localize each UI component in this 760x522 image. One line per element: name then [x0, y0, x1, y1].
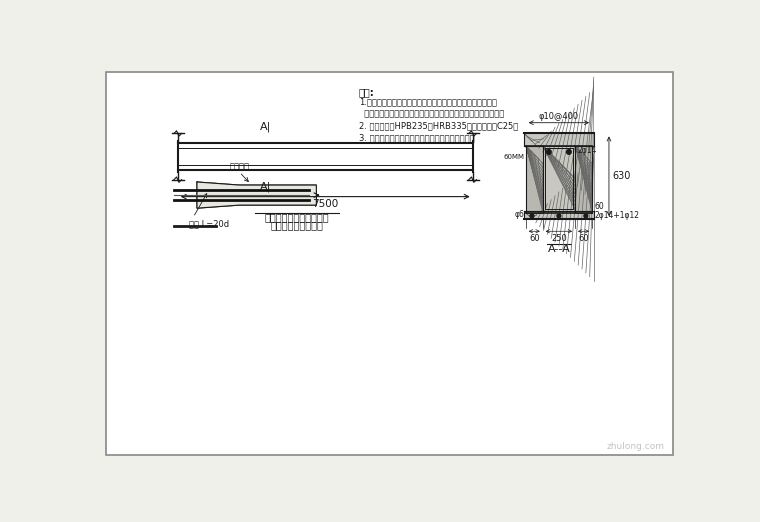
Text: （植筋喷射混凝土）: （植筋喷射混凝土） — [271, 220, 324, 231]
Text: zhulong.com: zhulong.com — [607, 442, 665, 450]
Text: 凿去凝固艾坊平整喷射混凝土境头去凿除局，撑步喷挂页整合。: 凿去凝固艾坊平整喷射混凝土境头去凿除局，撑步喷挂页整合。 — [359, 109, 504, 118]
Text: 某梁增大截面加固示意图: 某梁增大截面加固示意图 — [264, 212, 329, 222]
Text: 3. 施工前应当结合辅弼施工质量和专业业务用说。: 3. 施工前应当结合辅弼施工质量和专业业务用说。 — [359, 133, 474, 143]
Polygon shape — [197, 182, 316, 208]
Text: A|: A| — [261, 122, 271, 132]
Text: 630: 630 — [612, 171, 630, 181]
Text: 1.如于上部梁旁存在先生充允，凿眼清扬，横向灵活贯动筋。: 1.如于上部梁旁存在先生充允，凿眼清扬，横向灵活贯动筋。 — [359, 97, 496, 106]
Circle shape — [584, 214, 587, 218]
Text: 锚筋 L=20d: 锚筋 L=20d — [189, 219, 230, 228]
Circle shape — [557, 214, 561, 218]
Text: 人工凿毛: 人工凿毛 — [230, 162, 249, 171]
Text: φ10@400: φ10@400 — [539, 112, 579, 121]
Text: 2φ14+1φ12: 2φ14+1φ12 — [594, 211, 639, 220]
Circle shape — [530, 214, 534, 218]
Bar — [543, 146, 575, 211]
Text: φ6: φ6 — [515, 210, 524, 219]
Circle shape — [546, 150, 551, 155]
Text: A|: A| — [261, 181, 271, 192]
Circle shape — [567, 150, 572, 155]
Bar — [526, 146, 543, 213]
Text: 60: 60 — [529, 233, 540, 243]
Text: 2φ14: 2φ14 — [578, 146, 597, 155]
Text: 60: 60 — [594, 202, 604, 211]
Text: 7500: 7500 — [312, 199, 338, 209]
Text: 说明:: 说明: — [359, 87, 375, 97]
Text: 60MM: 60MM — [503, 155, 524, 160]
Text: 2. 材料：钢筋HPB235或HRB335，混凝土等级C25。: 2. 材料：钢筋HPB235或HRB335，混凝土等级C25。 — [359, 121, 518, 130]
Bar — [575, 146, 592, 213]
Text: 60: 60 — [578, 233, 589, 243]
Text: 250: 250 — [551, 233, 567, 243]
Bar — [524, 134, 594, 146]
Bar — [524, 211, 594, 219]
Text: A--A: A--A — [547, 244, 570, 254]
